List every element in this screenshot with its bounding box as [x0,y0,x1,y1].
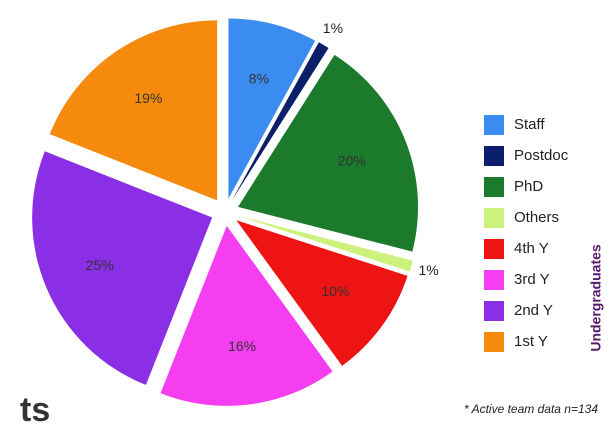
legend-label: Staff [514,116,545,133]
legend-swatch [484,270,504,290]
pie-slice [228,18,316,199]
title-fragment: ts [20,391,50,429]
data-label: 19% [134,90,162,106]
legend-swatch [484,115,504,135]
legend-swatch [484,208,504,228]
pie-slice [238,215,413,272]
pie-slice [32,151,213,385]
data-label: 16% [228,338,256,354]
legend-label: Others [514,209,559,226]
pie-slice [232,42,329,200]
legend-label: 4th Y [514,240,549,257]
pie-slice [238,54,419,252]
data-label: 25% [86,257,114,273]
legend-swatch [484,177,504,197]
legend-label: 3rd Y [514,271,550,288]
data-label: 1% [418,262,438,278]
data-label: 10% [321,283,349,299]
pie-slice [160,225,333,406]
data-label: 20% [338,152,366,168]
legend-label: PhD [514,178,543,195]
legend-group-label: Undergraduates [588,244,604,352]
pie-slice [236,220,408,366]
data-label: 8% [249,71,269,87]
annotation: * Active team data n=134 [464,402,598,416]
legend-label: 2nd Y [514,302,553,319]
legend-swatch [484,301,504,321]
legend-swatch [484,239,504,259]
legend-label: Postdoc [514,147,569,164]
pie-slice [49,20,218,201]
data-label: 1% [323,20,343,36]
legend-label: 1st Y [514,333,548,350]
legend-swatch [484,332,504,352]
legend-swatch [484,146,504,166]
